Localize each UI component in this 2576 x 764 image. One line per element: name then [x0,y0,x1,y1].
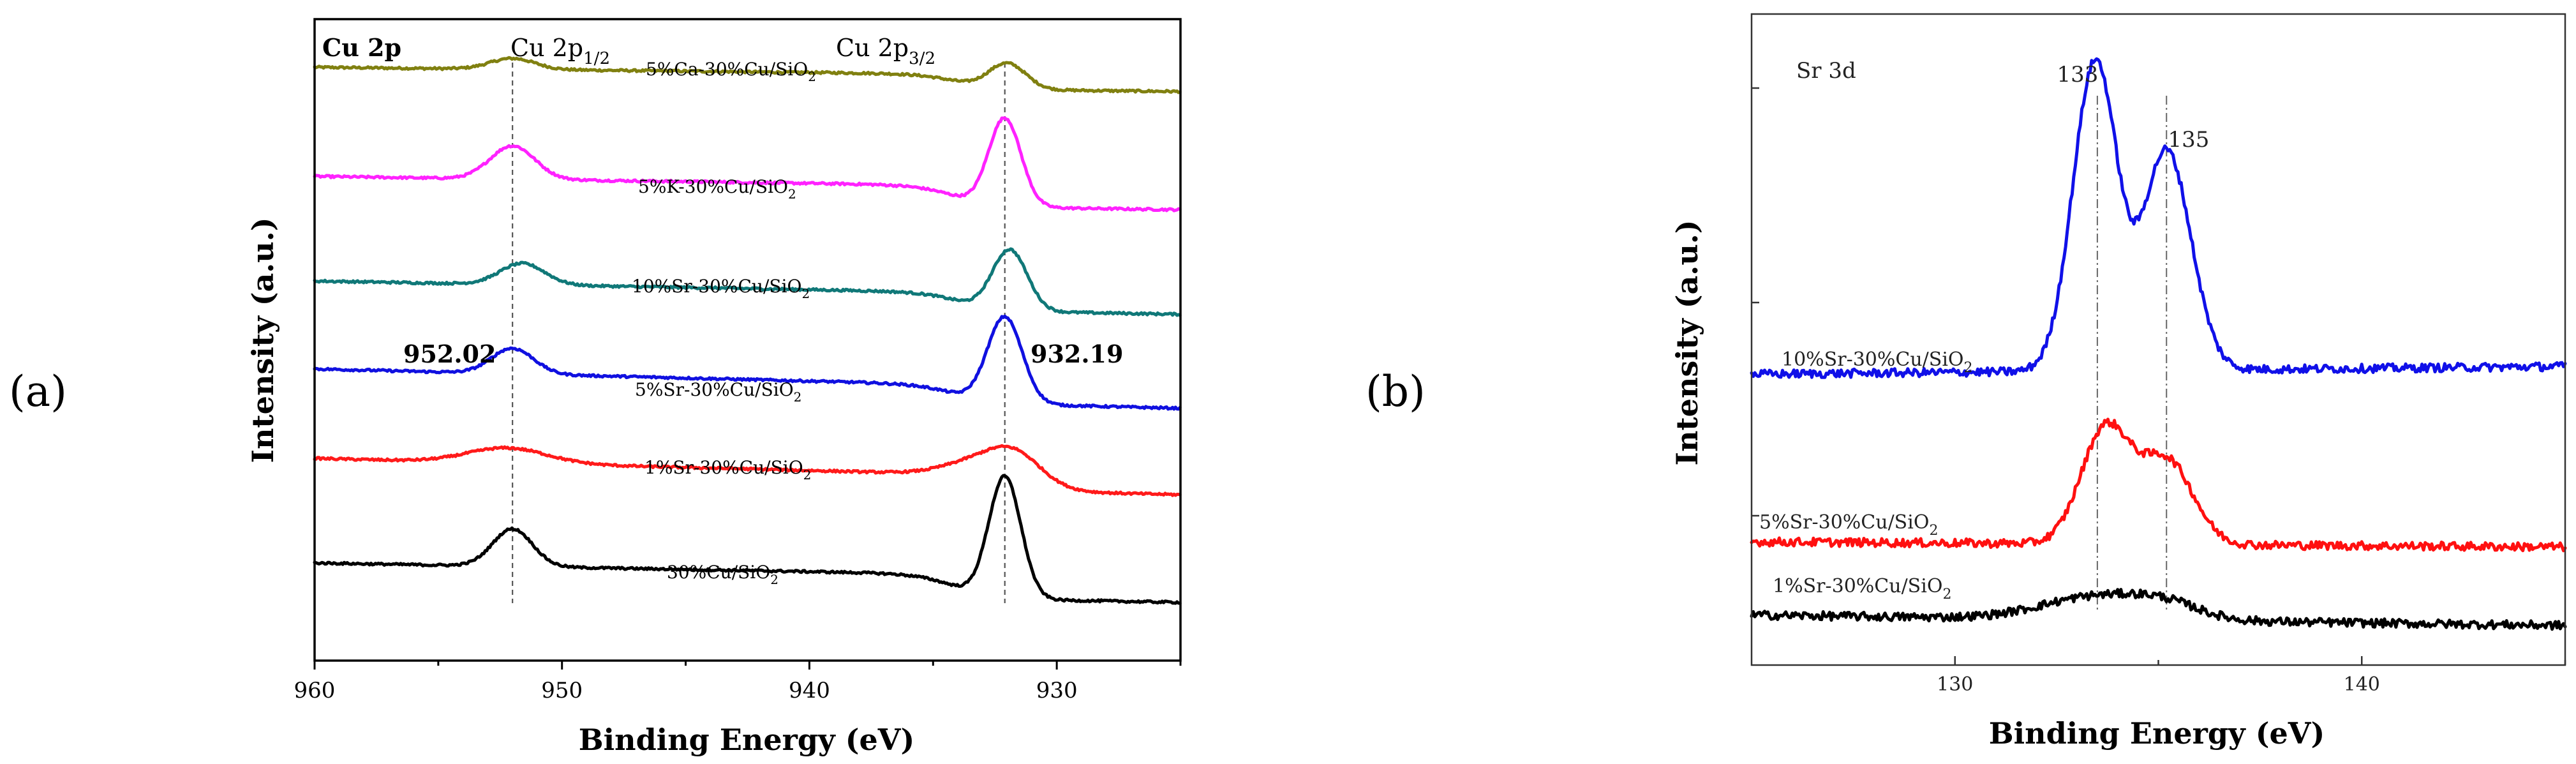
y-axis-title-a: Intensity (a.u.) [246,217,280,463]
series-label-main: 5%Sr-30%Cu/SiO [1759,511,1929,534]
series-label-b-10pct-sr-30pct-cu-sio2: 10%Sr-30%Cu/SiO2 [1782,348,1973,376]
series-labels-b: 10%Sr-30%Cu/SiO25%Sr-30%Cu/SiO21%Sr-30%C… [1759,348,1973,603]
series-label-sub: 2 [1929,523,1938,539]
series-label-5pct-sr-30pct-cu-sio2: 5%Sr-30%Cu/SiO2 [635,379,801,405]
chart-title-b: Sr 3d [1796,58,1856,84]
series-group-b [1750,57,2567,631]
x-axis-title-a: Binding Energy (eV) [579,723,914,757]
series-label-5pct-k-30pct-cu-sio2: 5%K-30%Cu/SiO2 [638,176,796,202]
series-label-sub: 2 [803,467,812,483]
series-group-a [313,56,1182,605]
x-tick-label-a: 950 [541,678,583,703]
annotation-932-19: 932.19 [1031,340,1123,368]
series-label-sub: 2 [1942,587,1951,603]
x-ticks-a: 960 950 940 930 [294,661,1182,703]
series-label-main: 5%Ca-30%Cu/SiO [646,59,808,80]
series-label-main: 10%Sr-30%Cu/SiO [1782,348,1964,371]
x-tick-label-b: 130 [1937,673,1973,696]
series-label-main: 10%Sr-30%Cu/SiO [632,276,801,297]
series-label-1pct-sr-30pct-cu-sio2: 1%Sr-30%Cu/SiO2 [644,457,811,483]
annotation-cu2p12: Cu 2p1/2 [510,34,610,68]
annotation-952-02: 952.02 [403,340,496,368]
series-line-5pct-k-30pct-cu-sio2 [313,116,1182,213]
y-axis-title-b: Intensity (a.u.) [1670,220,1704,465]
series-label-main: 30%Cu/SiO [667,562,770,583]
series-label-b-1pct-sr-30pct-cu-sio2: 1%Sr-30%Cu/SiO2 [1773,575,1951,603]
annotation-cu2p32: Cu 2p3/2 [836,34,935,68]
peak-reference-lines-b [2096,96,2168,613]
series-label-main: 1%Sr-30%Cu/SiO [1773,575,1942,597]
annotation-peak-133: 133 [2057,62,2099,87]
series-label-main: 5%K-30%Cu/SiO [638,176,788,197]
series-label-main: 5%Sr-30%Cu/SiO [635,379,794,400]
panel-label-b: (b) [1366,367,1426,416]
annotation-cu2p32-sub: 3/2 [909,49,935,68]
x-tick-label-a: 960 [294,678,336,703]
chart-a: 5%Ca-30%Cu/SiO25%K-30%Cu/SiO210%Sr-30%Cu… [246,18,1182,757]
series-label-sub: 2 [788,186,796,202]
series-label-5pct-ca-30pct-cu-sio2: 5%Ca-30%Cu/SiO2 [646,59,816,84]
chart-title-a: Cu 2p [322,33,401,62]
plot-frame-a [313,18,1182,662]
series-label-sub: 2 [801,286,810,301]
series-label-main: 1%Sr-30%Cu/SiO [644,457,803,478]
series-label-10pct-sr-30pct-cu-sio2: 10%Sr-30%Cu/SiO2 [632,276,810,301]
series-label-30pct-cu-sio2: 30%Cu/SiO2 [667,562,778,587]
chart-b: 10%Sr-30%Cu/SiO25%Sr-30%Cu/SiO21%Sr-30%C… [1670,13,2567,751]
panel-label-a: (a) [9,367,67,416]
series-label-b-5pct-sr-30pct-cu-sio2: 5%Sr-30%Cu/SiO2 [1759,511,1938,539]
series-labels-a: 5%Ca-30%Cu/SiO25%K-30%Cu/SiO210%Sr-30%Cu… [632,59,816,587]
series-line-b-10pct-sr-30pct-cu-sio2 [1750,57,2567,379]
series-line-30pct-cu-sio2 [313,474,1182,605]
series-line-5pct-sr-30pct-cu-sio2 [313,314,1182,411]
series-line-5pct-ca-30pct-cu-sio2 [313,56,1182,94]
series-label-sub: 2 [770,572,778,587]
series-line-b-5pct-sr-30pct-cu-sio2 [1750,417,2567,553]
x-tick-label-a: 940 [789,678,830,703]
annotation-cu2p12-sub: 1/2 [583,49,610,68]
series-label-sub: 2 [808,69,816,84]
series-label-sub: 2 [1964,360,1973,376]
series-line-10pct-sr-30pct-cu-sio2 [313,247,1182,317]
series-line-1pct-sr-30pct-cu-sio2 [313,444,1182,497]
x-tick-label-b: 140 [2344,673,2380,696]
series-line-b-1pct-sr-30pct-cu-sio2 [1750,588,2567,631]
x-tick-label-a: 930 [1036,678,1078,703]
x-axis-title-b: Binding Energy (eV) [1989,716,2325,751]
peak-reference-lines-a [512,63,1006,603]
ticks-b: 130 140 [1752,87,2566,696]
annotation-peak-135: 135 [2168,127,2210,153]
series-label-sub: 2 [794,389,802,405]
annotation-cu2p12-main: Cu 2p [510,34,583,62]
annotation-cu2p32-main: Cu 2p [836,34,909,62]
plot-frame-b [1750,13,2566,666]
